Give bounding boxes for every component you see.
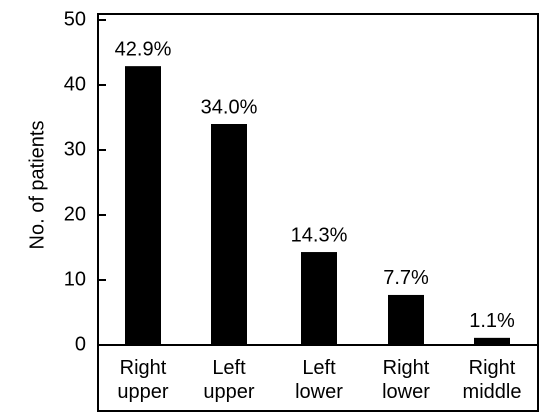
x-tick-label: Left upper (203, 357, 255, 403)
y-axis-title: No. of patients (26, 121, 48, 250)
y-tick-label: 0 (75, 333, 86, 355)
y-tick-label: 20 (64, 203, 86, 225)
value-label: 1.1% (469, 310, 515, 332)
y-tick-label: 30 (64, 138, 86, 160)
value-label: 14.3% (291, 224, 348, 246)
x-tick-label: Right lower (382, 357, 430, 403)
x-tick-label: Right upper (117, 357, 169, 403)
x-tick-label: Right middle (462, 357, 522, 403)
bar (388, 294, 424, 345)
y-tick-label: 10 (64, 268, 86, 290)
value-label: 42.9% (115, 38, 172, 60)
value-label: 7.7% (383, 267, 429, 289)
bar (211, 124, 247, 345)
y-tick-label: 50 (64, 8, 86, 30)
y-tick-label: 40 (64, 73, 86, 95)
bar (301, 252, 337, 345)
bar (474, 337, 510, 345)
x-tick-label: Left lower (295, 357, 343, 403)
frame (97, 13, 539, 412)
value-label: 34.0% (201, 96, 258, 118)
bar (125, 66, 161, 346)
